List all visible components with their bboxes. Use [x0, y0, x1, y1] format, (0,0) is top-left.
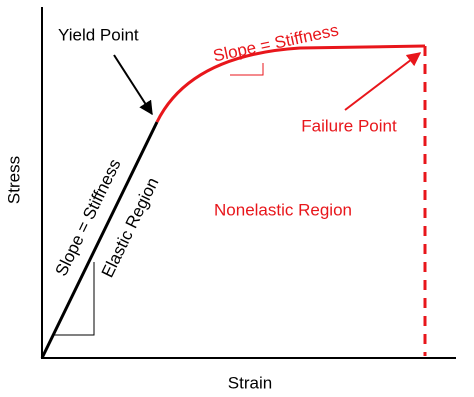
arrow — [113, 54, 153, 116]
elastic-line — [40, 121, 159, 359]
annotation: Nonelastic Region — [214, 200, 352, 219]
y-axis-label: Stress — [4, 156, 23, 204]
x-axis-label: Strain — [228, 373, 272, 392]
plastic-curve — [155, 44, 426, 123]
slope-triangle — [54, 262, 95, 336]
slope-triangle — [230, 63, 264, 76]
arrow — [344, 52, 422, 111]
annotation: Yield Point — [58, 25, 139, 44]
annotation: Failure Point — [301, 116, 397, 135]
annotation: Slope = Stiffness — [211, 20, 340, 65]
